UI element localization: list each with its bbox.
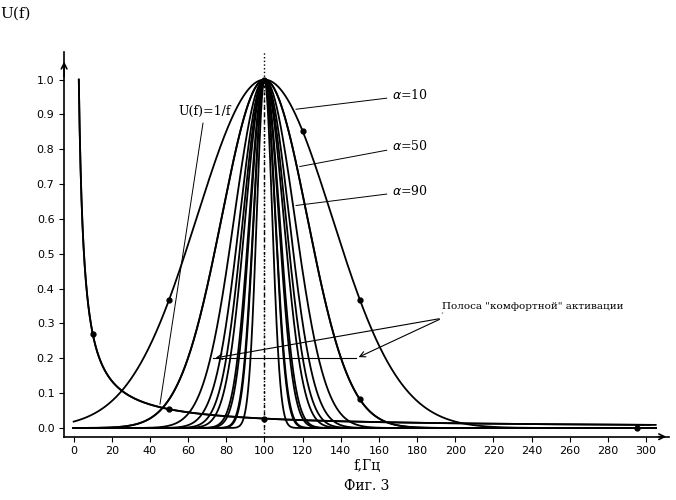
Text: $\alpha$=50: $\alpha$=50 (299, 139, 428, 166)
Text: $\alpha$=90: $\alpha$=90 (296, 184, 428, 206)
Text: U(f): U(f) (1, 7, 31, 21)
Text: $\alpha$=10: $\alpha$=10 (296, 88, 428, 110)
Text: Полоса "комфортной" активации: Полоса "комфортной" активации (442, 302, 623, 312)
X-axis label: f,Гц: f,Гц (353, 459, 380, 473)
Text: U(f)=1/f: U(f)=1/f (160, 104, 231, 405)
Text: Фиг. 3: Фиг. 3 (344, 479, 389, 493)
